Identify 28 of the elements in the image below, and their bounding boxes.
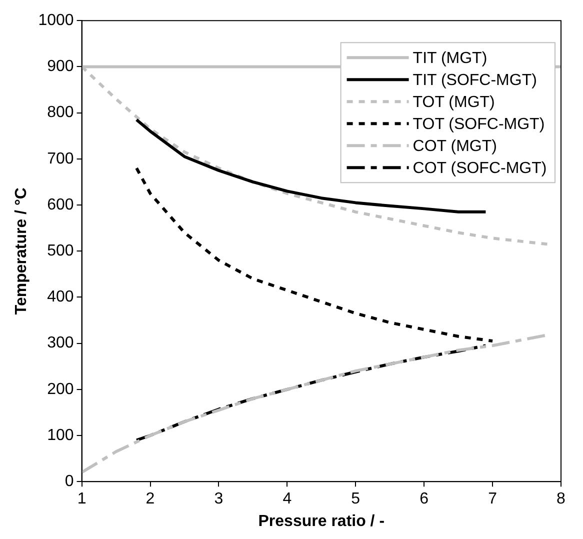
y-tick-label: 600 xyxy=(47,196,74,214)
x-tick-label: 5 xyxy=(351,490,360,508)
legend-label: TOT (SOFC-MGT) xyxy=(412,116,545,134)
legend-label: TIT (MGT) xyxy=(412,50,488,68)
x-tick-label: 8 xyxy=(556,490,566,508)
x-axis-title: Pressure ratio / - xyxy=(258,512,385,530)
y-tick-label: 100 xyxy=(47,426,74,444)
x-tick-label: 4 xyxy=(282,490,292,508)
y-tick-label: 400 xyxy=(47,288,74,306)
line-series xyxy=(135,344,488,442)
x-tick-label: 7 xyxy=(488,490,498,508)
y-axis-title: Temperature / °C xyxy=(13,187,30,315)
x-tick-label: 6 xyxy=(420,490,429,508)
legend-label: TOT (MGT) xyxy=(412,94,495,112)
y-tick-label: 700 xyxy=(47,150,74,168)
y-tick-label: 200 xyxy=(47,380,74,398)
legend-label: COT (MGT) xyxy=(412,138,497,156)
y-tick-label: 800 xyxy=(47,104,74,122)
y-tick-label: 1000 xyxy=(38,12,74,30)
legend-label: COT (SOFC-MGT) xyxy=(412,160,547,178)
legend-label: TIT (SOFC-MGT) xyxy=(412,72,537,90)
x-tick-label: 1 xyxy=(77,490,86,508)
x-tick-label: 2 xyxy=(146,490,155,508)
y-tick-label: 500 xyxy=(47,242,74,260)
x-tick-label: 3 xyxy=(214,490,224,508)
y-tick-label: 900 xyxy=(47,58,74,76)
y-tick-label: 0 xyxy=(64,473,74,490)
y-tick-label: 300 xyxy=(47,334,74,352)
